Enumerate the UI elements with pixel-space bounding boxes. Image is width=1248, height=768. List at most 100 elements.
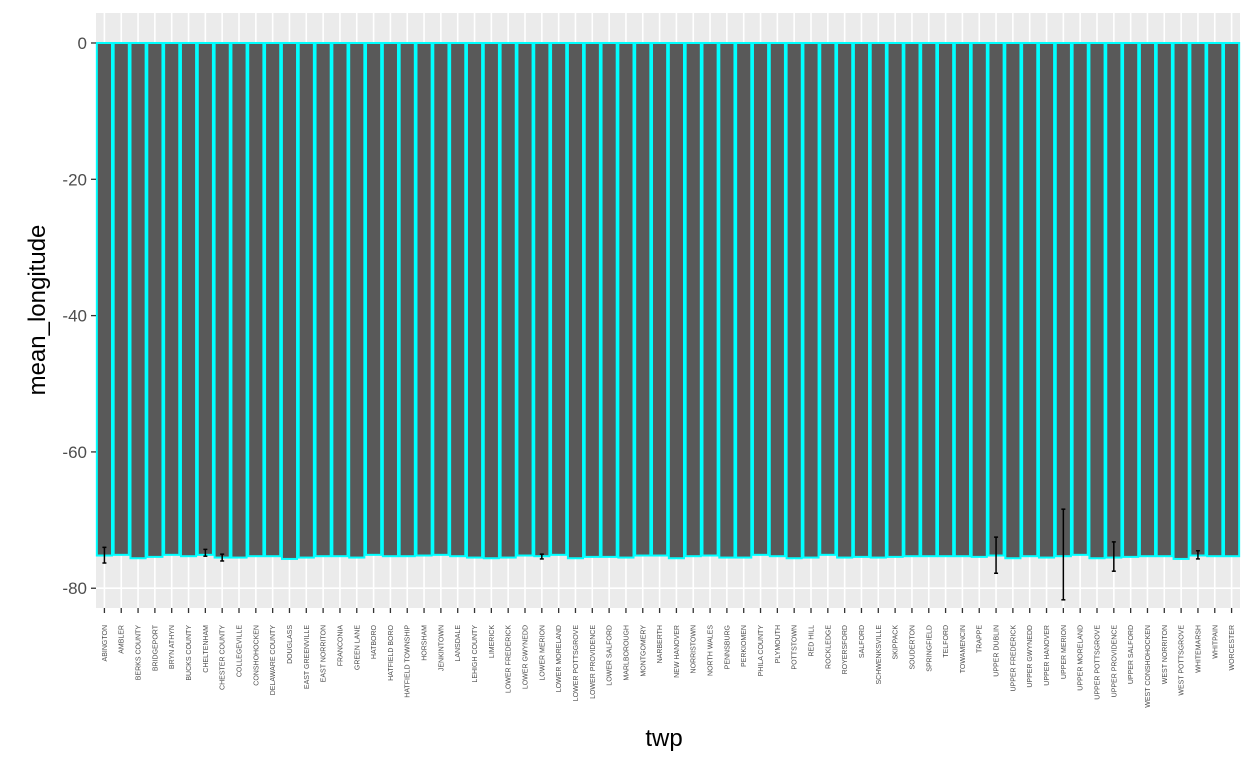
bar bbox=[1138, 41, 1157, 558]
x-tick-label: BERKS COUNTY bbox=[136, 625, 143, 681]
x-tick-label: LOWER POTTSGROVE bbox=[573, 625, 580, 702]
x-tick-label: JENKINTOWN bbox=[438, 625, 445, 671]
x-tick-label: BRYN ATHYN bbox=[169, 625, 176, 669]
bar bbox=[869, 41, 887, 559]
bar bbox=[196, 41, 214, 556]
x-tick-label: UPPER HANOVER bbox=[1044, 625, 1051, 686]
x-tick-label: LOWER FREDERICK bbox=[506, 625, 513, 693]
x-tick-label: CHESTER COUNTY bbox=[220, 625, 227, 690]
x-tick-label: COLLEGEVILLE bbox=[237, 625, 244, 677]
x-tick-label: NEW HANOVER bbox=[674, 625, 681, 678]
x-tick-label: FRANCONIA bbox=[337, 625, 344, 667]
x-tick-label: HATFIELD BORO bbox=[388, 624, 395, 680]
bar bbox=[230, 41, 248, 559]
x-tick-label: UPPER MERION bbox=[1061, 625, 1068, 679]
x-tick-label: UPPER PROVIDENCE bbox=[1111, 625, 1118, 698]
bar bbox=[348, 41, 366, 559]
bar bbox=[516, 41, 534, 557]
bar bbox=[802, 41, 820, 559]
x-tick-label: NORTH WALES bbox=[708, 625, 715, 676]
bar bbox=[1021, 41, 1039, 558]
bar bbox=[95, 41, 113, 557]
bar bbox=[297, 41, 315, 559]
bar bbox=[482, 41, 500, 560]
bar bbox=[718, 41, 736, 559]
bar bbox=[129, 41, 147, 560]
bar bbox=[617, 41, 635, 559]
bar bbox=[1088, 41, 1106, 560]
bar bbox=[886, 41, 904, 558]
x-tick-label: PLYMOUTH bbox=[775, 625, 782, 663]
x-tick-label: DELAWARE COUNTY bbox=[270, 625, 277, 696]
x-tick-label: BRIDGEPORT bbox=[152, 624, 159, 671]
x-tick-label: PERKIOMEN bbox=[741, 625, 748, 667]
bar bbox=[1037, 41, 1056, 559]
bar bbox=[768, 41, 786, 558]
x-tick-label: TOWAMENCIN bbox=[960, 625, 967, 673]
x-tick-label: UPPER FREDERICK bbox=[1010, 625, 1017, 692]
x-tick-label: WEST POTTSGROVE bbox=[1179, 625, 1186, 696]
bar bbox=[1071, 41, 1089, 556]
x-tick-label: ROYERSFORD bbox=[842, 625, 849, 674]
x-tick-label: LOWER MORELAND bbox=[556, 625, 563, 692]
bar bbox=[550, 41, 568, 556]
x-axis: ABINGTON AMBLER BERKS COUNTY BRIDGEPORT BRYN… bbox=[102, 608, 1236, 708]
error-bars bbox=[102, 508, 1200, 601]
x-tick-label: UPPER GWYNEDD bbox=[1027, 625, 1034, 688]
x-tick-label: LOWER SALFORD bbox=[607, 625, 614, 686]
bar bbox=[1189, 41, 1207, 557]
bar bbox=[852, 41, 871, 558]
x-tick-label: SCHWENKSVILLE bbox=[876, 625, 883, 685]
bar bbox=[953, 41, 971, 558]
x-tick-label: LOWER GWYNEDD bbox=[523, 625, 530, 689]
bar bbox=[600, 41, 618, 558]
x-tick-label: HORSHAM bbox=[422, 625, 429, 661]
y-tick-label: 0 bbox=[78, 34, 87, 53]
bar bbox=[566, 41, 585, 560]
x-tick-label: NARBERTH bbox=[657, 625, 664, 663]
bar bbox=[920, 41, 938, 558]
bar bbox=[1004, 41, 1022, 560]
bar bbox=[1122, 41, 1140, 558]
x-tick-label: EAST GREENVILLE bbox=[304, 625, 311, 689]
y-tick-label: -40 bbox=[62, 307, 87, 326]
x-tick-label: WHITPAIN bbox=[1212, 625, 1219, 659]
bar bbox=[836, 41, 854, 559]
x-tick-label: WEST CONSHOHOCKEN bbox=[1145, 625, 1152, 708]
x-tick-label: RED HILL bbox=[809, 625, 816, 657]
bar bbox=[247, 41, 265, 558]
bars bbox=[95, 41, 1241, 560]
x-tick-label: DOUGLASS bbox=[287, 625, 294, 664]
bar bbox=[667, 41, 685, 560]
x-tick-label: ROCKLEDGE bbox=[825, 625, 832, 669]
bar bbox=[314, 41, 332, 558]
bar bbox=[751, 41, 770, 556]
bar bbox=[1172, 41, 1190, 560]
y-axis: 0 -20 -40 -60 -80 bbox=[62, 34, 96, 598]
bar bbox=[365, 41, 383, 556]
bar bbox=[634, 41, 652, 557]
x-tick-label: POTTSTOWN bbox=[792, 625, 799, 670]
bar bbox=[651, 41, 669, 557]
x-tick-label: WORCESTER bbox=[1229, 625, 1236, 671]
bar bbox=[1206, 41, 1224, 558]
bar bbox=[331, 41, 349, 558]
x-tick-label: PENNSBURG bbox=[724, 625, 731, 669]
bar bbox=[381, 41, 399, 558]
bar bbox=[264, 41, 282, 558]
y-tick-label: -20 bbox=[62, 170, 87, 189]
y-tick-label: -80 bbox=[62, 579, 87, 598]
bar bbox=[735, 41, 753, 559]
bar bbox=[970, 41, 988, 558]
x-tick-label: CONSHOHOCKEN bbox=[253, 625, 260, 686]
x-tick-label: TRAPPE bbox=[977, 625, 984, 653]
x-tick-label: BUCKS COUNTY bbox=[186, 625, 193, 681]
bar bbox=[583, 41, 601, 558]
bar bbox=[465, 41, 484, 559]
bar bbox=[112, 41, 130, 556]
x-tick-label: CHELTENHAM bbox=[203, 625, 210, 673]
bar bbox=[213, 41, 231, 559]
bar bbox=[398, 41, 416, 558]
x-tick-label: EAST NORRITON bbox=[321, 625, 328, 682]
